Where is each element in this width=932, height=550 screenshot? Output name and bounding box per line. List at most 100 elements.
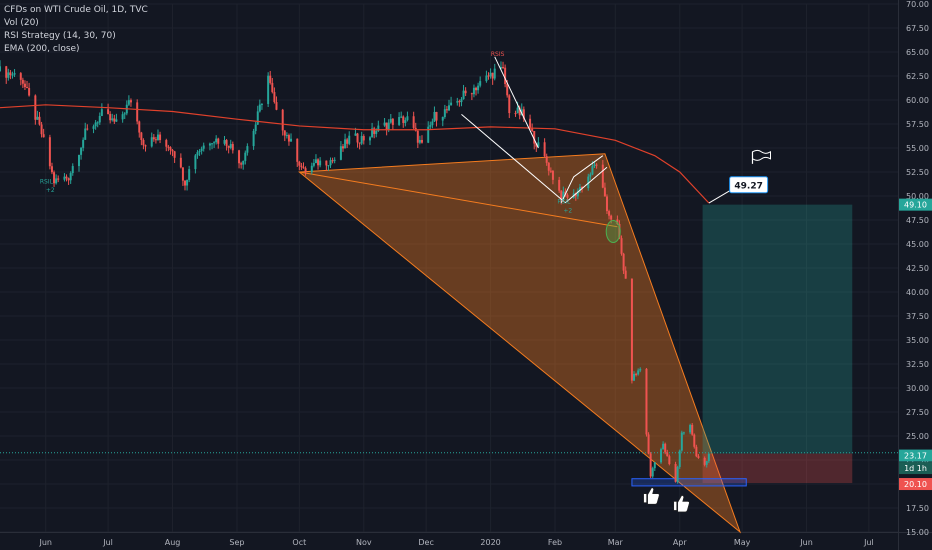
candle-body <box>238 150 241 164</box>
candle-body <box>23 83 26 88</box>
candle-body <box>668 456 671 465</box>
candle-body <box>383 122 386 126</box>
rsi-long-count-2: +2 <box>563 207 572 214</box>
candle-body <box>181 167 184 181</box>
y-tick-label: 25.00 <box>906 432 929 441</box>
candle-body <box>242 160 245 165</box>
candle-body <box>531 128 534 131</box>
candle-body <box>462 90 465 100</box>
rsi-long-count: +2 <box>46 187 55 194</box>
candle-body <box>107 109 110 115</box>
candle-body <box>179 157 182 168</box>
candle-body <box>69 173 72 181</box>
x-tick-label: Jul <box>863 538 874 547</box>
y-tick-label: 60.00 <box>906 96 929 105</box>
candle-body <box>678 450 681 467</box>
triangle-inner-line <box>299 171 618 228</box>
candle-body <box>477 85 480 91</box>
candle-body <box>271 82 274 93</box>
candle-body <box>329 160 332 166</box>
candle-body <box>651 468 654 477</box>
candle-body <box>691 424 694 435</box>
candle-body <box>246 146 249 153</box>
legend-title[interactable]: CFDs on WTI Crude Oil, 1D, TVC <box>4 5 148 15</box>
candle-body <box>664 443 667 453</box>
legend-vol[interactable]: Vol (20) <box>4 18 39 28</box>
y-tick-label: 47.50 <box>906 216 929 225</box>
candle-body <box>445 109 448 111</box>
price-tag-stop: 20.10 <box>904 480 927 489</box>
y-tick-label: 30.00 <box>906 384 929 393</box>
candle-body <box>300 165 303 168</box>
candle-body <box>34 95 37 120</box>
candle-body <box>258 104 261 112</box>
candle-body <box>662 443 665 450</box>
candle-body <box>208 143 211 146</box>
y-tick-label: 40.00 <box>906 288 929 297</box>
candle-body <box>38 116 41 125</box>
candle-body <box>551 170 554 180</box>
candle-body <box>489 72 492 77</box>
candle-body <box>346 139 349 144</box>
candle-body <box>113 118 116 122</box>
candle-body <box>275 102 278 110</box>
candle-body <box>400 116 403 118</box>
candle-body <box>150 137 153 147</box>
x-tick-label: Aug <box>165 538 181 547</box>
candle-body <box>356 133 359 143</box>
candle-body <box>543 142 546 157</box>
x-tick-label: Jun <box>799 538 813 547</box>
y-tick-label: 37.50 <box>906 312 929 321</box>
candle-body <box>358 142 361 144</box>
y-tick-label: 65.00 <box>906 48 929 57</box>
candle-body <box>412 116 415 128</box>
candle-body <box>502 66 505 68</box>
candle-body <box>165 140 168 147</box>
candle-body <box>333 159 336 161</box>
candle-body <box>680 432 683 451</box>
thumbs-up-icon <box>643 487 660 505</box>
candle-body <box>159 134 162 141</box>
candle-body <box>448 105 450 111</box>
candle-body <box>186 179 189 186</box>
candle-body <box>304 168 307 173</box>
candle-body <box>96 122 99 124</box>
candle-body <box>441 117 444 121</box>
candle-body <box>252 130 255 147</box>
candle-body <box>211 143 214 145</box>
legend-ema[interactable]: EMA (200, close) <box>4 44 80 54</box>
y-tick-label: 57.50 <box>906 120 929 129</box>
support-box <box>631 478 747 487</box>
candle-body <box>373 128 376 134</box>
candle-body <box>666 452 669 457</box>
candle-body <box>344 139 347 149</box>
candle-body <box>65 176 68 179</box>
candle-body <box>450 102 453 106</box>
candle-body <box>518 107 521 116</box>
ema-200-line <box>0 104 710 204</box>
candle-body <box>560 190 563 200</box>
candle-body <box>674 464 677 482</box>
candle-body <box>290 138 293 142</box>
rsi-long-signal-2: RSIL <box>557 199 572 206</box>
candle-body <box>302 167 305 169</box>
candle-body <box>339 146 342 160</box>
candle-body <box>504 67 507 85</box>
candle-body <box>516 107 519 114</box>
candle-body <box>387 122 390 130</box>
legend-rsi[interactable]: RSI Strategy (14, 30, 70) <box>4 31 116 41</box>
candle-body <box>63 176 66 180</box>
candle-body <box>129 100 132 103</box>
candle-body <box>142 139 145 146</box>
candle-body <box>435 111 438 121</box>
candle-body <box>697 456 700 458</box>
candle-body <box>420 139 423 143</box>
candle-body <box>633 373 636 381</box>
y-tick-label: 45.00 <box>906 240 929 249</box>
y-tick-label: 70.00 <box>906 0 929 9</box>
candle-body <box>109 114 112 121</box>
candle-body <box>169 147 172 150</box>
candle-body <box>123 113 126 115</box>
